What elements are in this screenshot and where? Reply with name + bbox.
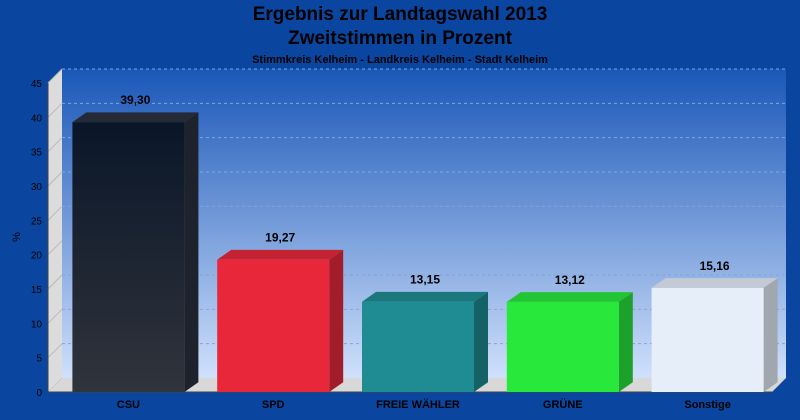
bar-front bbox=[72, 122, 185, 392]
chart-title: Ergebnis zur Landtagswahl 2013 bbox=[252, 4, 548, 25]
x-tick-label: GRÜNE bbox=[543, 398, 583, 411]
data-label: 19,27 bbox=[265, 231, 295, 245]
gridline-wall bbox=[47, 102, 63, 118]
x-tick-label: Sonstige bbox=[684, 399, 730, 411]
bar-top bbox=[651, 278, 778, 288]
y-tick-label: 25 bbox=[31, 216, 43, 227]
bar-top bbox=[506, 292, 633, 302]
x-tick-label: SPD bbox=[262, 399, 285, 411]
bar-top bbox=[362, 291, 488, 302]
data-label: 39,30 bbox=[120, 93, 150, 107]
left-wall bbox=[48, 69, 62, 392]
data-label: 15,16 bbox=[700, 259, 730, 273]
y-tick-label: 10 bbox=[31, 319, 43, 330]
bar-gr-ne bbox=[506, 292, 633, 392]
y-tick-label: 45 bbox=[31, 79, 43, 90]
bar-side bbox=[329, 249, 344, 392]
gridline-wall bbox=[47, 205, 63, 221]
x-tick-label: FREIE WÄHLER bbox=[376, 398, 460, 411]
bar-freie-w-hler bbox=[362, 291, 488, 392]
data-label: 13,15 bbox=[410, 273, 440, 287]
chart-title-line2: Zweitstimmen in Prozent bbox=[288, 28, 512, 49]
gridline-wall bbox=[47, 171, 63, 187]
y-tick-label: 30 bbox=[31, 182, 43, 193]
gridline-wall bbox=[47, 343, 63, 359]
bar-side bbox=[184, 112, 199, 392]
y-axis-label: % bbox=[11, 232, 23, 242]
gridline-wall bbox=[47, 308, 63, 324]
x-tick-label: CSU bbox=[117, 399, 140, 411]
bar-front bbox=[651, 287, 764, 392]
y-tick-label: 35 bbox=[31, 148, 43, 159]
y-tick-label: 40 bbox=[31, 113, 43, 124]
bar-front bbox=[217, 259, 330, 392]
gridline-wall bbox=[47, 137, 63, 153]
bar-spd bbox=[217, 249, 344, 392]
y-tick-label: 15 bbox=[31, 285, 43, 296]
bar-side bbox=[618, 292, 633, 392]
bar-side bbox=[474, 291, 488, 392]
bar-front bbox=[362, 301, 474, 392]
bar-sonstige bbox=[651, 278, 778, 392]
bar-top bbox=[72, 112, 199, 123]
gridline-wall bbox=[47, 274, 63, 290]
y-tick-label: 5 bbox=[36, 354, 42, 365]
gridline-wall bbox=[47, 240, 63, 256]
chart-subtitle: Stimmkreis Kelheim - Landkreis Kelheim -… bbox=[252, 54, 548, 66]
bar-csu bbox=[72, 112, 199, 392]
gridline-wall bbox=[47, 68, 63, 84]
data-label: 13,12 bbox=[555, 273, 585, 287]
bar-side bbox=[763, 278, 778, 392]
y-tick-label: 20 bbox=[31, 251, 43, 262]
bar-top bbox=[217, 249, 344, 260]
y-tick-label: 0 bbox=[36, 388, 42, 399]
bar-front bbox=[506, 301, 619, 392]
